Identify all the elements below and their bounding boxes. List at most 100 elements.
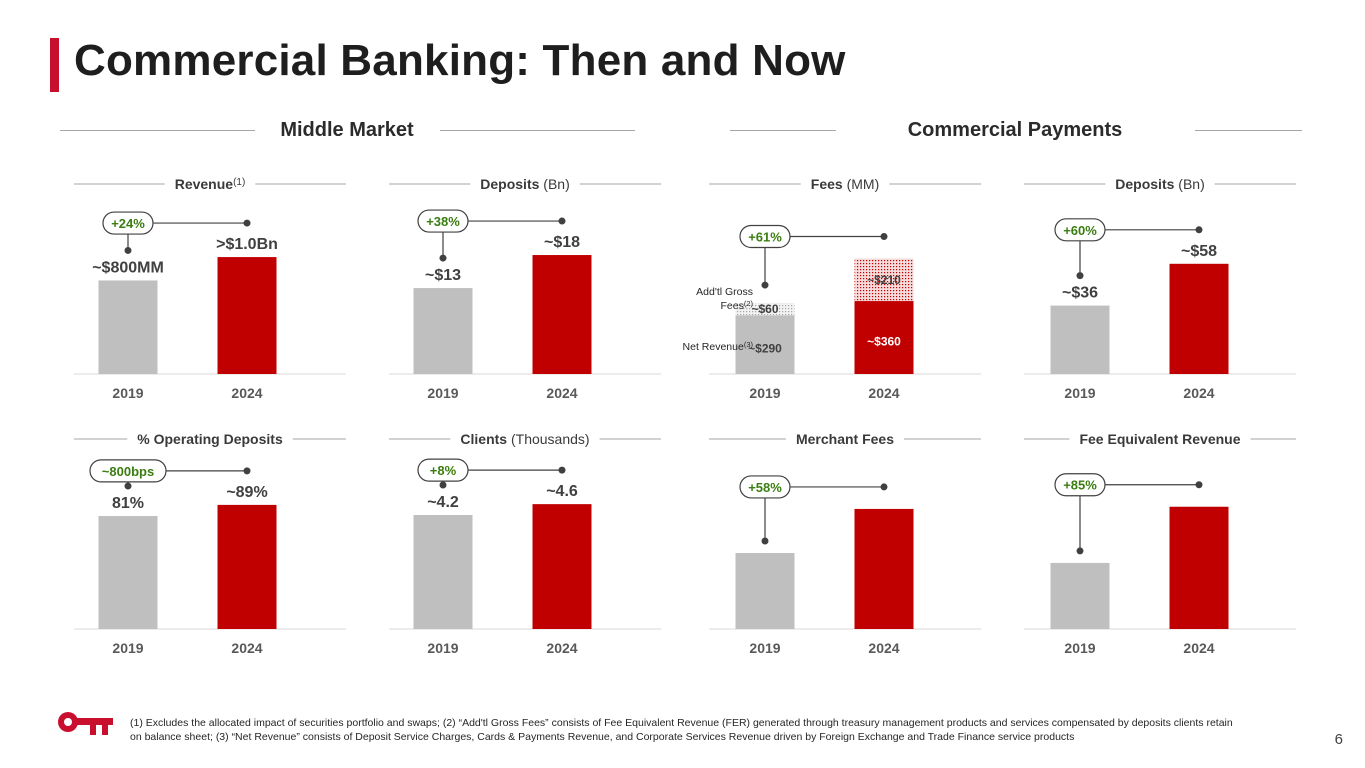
bar-2019: [1050, 562, 1110, 629]
x-tick-label: 2024: [231, 385, 262, 401]
x-tick-label: 2024: [546, 385, 577, 401]
chart-title: Deposits (Bn): [480, 176, 569, 192]
section-middle-market: Middle Market: [60, 119, 635, 143]
change-pill: [89, 459, 167, 483]
data-label: ~$13: [425, 267, 461, 284]
bar-2019: [98, 516, 158, 629]
chart-fees: Fees (MM) ~$290 ~$60 ~$360 ~$210 Net Revenue(…: [683, 170, 995, 410]
bar-2019: [1050, 305, 1110, 374]
x-tick-label: 2024: [546, 640, 577, 656]
change-label: +38%: [426, 214, 460, 229]
section-label: Commercial Payments: [907, 119, 1123, 141]
change-pill: [417, 209, 469, 233]
series-label-net-revenue: Net Revenue(3): [683, 340, 754, 353]
data-label: ~$18: [544, 234, 580, 251]
change-pill: [102, 211, 154, 235]
connector-dot-start: [439, 254, 447, 262]
chart-title: % Operating Deposits: [137, 431, 283, 447]
x-tick-label: 2024: [1183, 385, 1214, 401]
data-label: >$1.0Bn: [216, 236, 278, 253]
x-tick-label: 2024: [1183, 640, 1214, 656]
data-label: ~$290: [748, 342, 782, 356]
chart-title: Merchant Fees: [796, 431, 894, 447]
bar-2024: [532, 504, 592, 629]
data-label: ~$36: [1062, 285, 1098, 302]
change-label: +24%: [111, 216, 145, 231]
chart-title: Fee Equivalent Revenue: [1079, 431, 1240, 447]
x-tick-label: 2019: [1064, 385, 1095, 401]
x-tick-label: 2019: [749, 385, 780, 401]
change-pill: [1054, 473, 1106, 497]
connector-dot-start: [761, 281, 769, 289]
bar-2024: [1169, 506, 1229, 629]
connector-dot-end: [880, 232, 888, 240]
change-pill: [739, 475, 791, 499]
connector-dot-start: [439, 481, 447, 489]
connector-dot-start: [1076, 547, 1084, 555]
section-rule-right: [440, 130, 635, 131]
connector-dot-end: [243, 219, 251, 227]
x-tick-label: 2019: [112, 640, 143, 656]
data-label: 81%: [112, 495, 144, 512]
data-label: ~$210: [867, 273, 901, 287]
connector-dot-start: [1076, 272, 1084, 280]
bar-2019: [413, 288, 473, 374]
change-pill: [739, 224, 791, 249]
bar-2024: [854, 508, 914, 629]
page-title: Commercial Banking: Then and Now: [74, 36, 846, 85]
bar-net-revenue-2019: [735, 315, 795, 374]
chart-title: Deposits (Bn): [1115, 176, 1204, 192]
section-rule-left: [60, 130, 255, 131]
change-pill: [417, 458, 469, 482]
connector-dot-start: [124, 246, 132, 254]
change-label: +58%: [748, 480, 782, 495]
bar-2019: [413, 515, 473, 629]
bar-gross-fees-2024: [854, 258, 914, 302]
chart-clients: Clients (Thousands) ~4.2 ~4.6 2019 2024 +8%: [375, 425, 675, 665]
change-pill: [1054, 218, 1106, 242]
chart-operating-deposits: % Operating Deposits 81% ~89% 2019 2024 ~800b…: [60, 425, 360, 665]
footnote: (1) Excludes the allocated impact of sec…: [130, 717, 1233, 743]
bar-2019: [98, 280, 158, 374]
section-rule-left: [730, 130, 836, 131]
x-tick-label: 2024: [868, 640, 899, 656]
chart-title: Fees (MM): [811, 176, 879, 192]
chart-title: Revenue(1): [175, 176, 246, 192]
key-logo-icon: [56, 707, 118, 742]
data-label: ~$360: [867, 335, 901, 349]
bar-2024: [532, 255, 592, 374]
bar-gross-fees-2019: [735, 303, 795, 316]
data-label: ~$60: [751, 302, 778, 316]
bar-net-revenue-2024: [854, 301, 914, 374]
x-tick-label: 2019: [749, 640, 780, 656]
connector-dot-end: [1195, 226, 1203, 234]
change-label: ~800bps: [102, 464, 154, 479]
section-rule-right: [1195, 130, 1302, 131]
change-label: +60%: [1063, 223, 1097, 238]
change-label: +85%: [1063, 478, 1097, 493]
data-label: ~$58: [1181, 243, 1217, 260]
x-tick-label: 2019: [112, 385, 143, 401]
chart-title: Clients (Thousands): [460, 431, 589, 447]
bar-2024: [1169, 263, 1229, 374]
title-accent-bar: [50, 38, 59, 92]
data-label: ~$800MM: [92, 259, 164, 276]
chart-cp-deposits: Deposits (Bn) ~$36 ~$58 2019 2024 +60%: [1010, 170, 1310, 410]
x-tick-label: 2019: [1064, 640, 1095, 656]
chart-revenue: Revenue(1) ~$800MM >$1.0Bn 2019 2024 +24%: [60, 170, 360, 410]
x-tick-label: 2024: [868, 385, 899, 401]
series-label-gross-fees-cont: Fees(2): [720, 299, 753, 312]
x-tick-label: 2019: [427, 640, 458, 656]
connector-dot-end: [1195, 481, 1203, 489]
series-label-gross-fees: Add'tl Gross: [696, 286, 753, 298]
connector-dot-end: [243, 467, 251, 475]
bar-2024: [217, 504, 277, 629]
bar-2019: [735, 553, 795, 629]
section-label: Middle Market: [280, 119, 414, 141]
connector-dot-start: [124, 482, 132, 490]
x-tick-label: 2019: [427, 385, 458, 401]
change-label: +8%: [430, 463, 457, 478]
chart-mm-deposits: Deposits (Bn) ~$13 ~$18 2019 2024 +38%: [375, 170, 675, 410]
connector-dot-end: [880, 483, 888, 491]
connector-dot-end: [558, 217, 566, 225]
